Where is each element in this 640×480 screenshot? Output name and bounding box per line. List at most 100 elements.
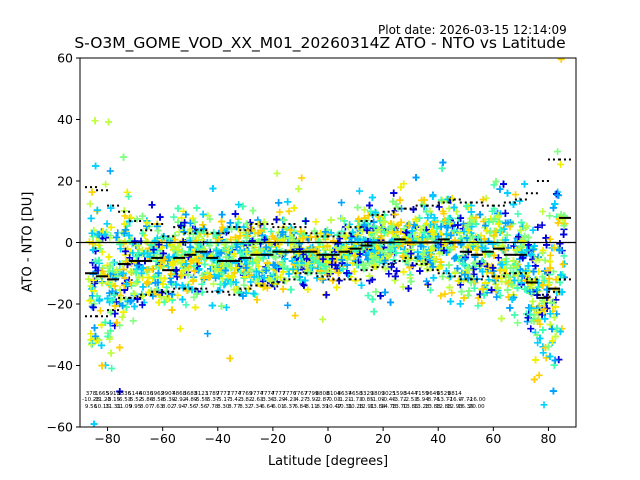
scatter-point bbox=[527, 325, 535, 333]
scatter-point bbox=[454, 277, 462, 285]
scatter-point bbox=[394, 221, 402, 229]
scatter-point bbox=[464, 291, 472, 299]
scatter-point bbox=[381, 218, 389, 226]
scatter-point bbox=[89, 246, 97, 254]
scatter-point bbox=[275, 199, 283, 207]
scatter-point bbox=[143, 279, 151, 287]
scatter-point bbox=[286, 234, 294, 242]
scatter-point bbox=[290, 204, 298, 212]
scatter-point bbox=[554, 148, 562, 156]
scatter-point bbox=[550, 313, 558, 321]
scatter-point bbox=[319, 315, 327, 323]
scatter-point bbox=[293, 269, 301, 277]
scatter-point bbox=[272, 254, 280, 262]
scatter-point bbox=[360, 206, 368, 214]
scatter-point bbox=[553, 324, 561, 332]
scatter-point bbox=[157, 262, 165, 270]
scatter-point bbox=[376, 217, 384, 225]
scatter-point bbox=[488, 207, 496, 215]
scatter-point bbox=[133, 215, 141, 223]
scatter-point bbox=[536, 320, 544, 328]
scatter-point bbox=[400, 180, 408, 188]
scatter-point bbox=[504, 286, 512, 294]
scatter-point bbox=[532, 256, 540, 264]
scatter-point bbox=[168, 306, 176, 314]
scatter-point bbox=[396, 196, 404, 204]
scatter-point bbox=[485, 276, 493, 284]
scatter-point bbox=[559, 260, 567, 268]
scatter-point bbox=[546, 251, 554, 259]
scatter-point bbox=[117, 245, 125, 253]
scatter-point bbox=[172, 281, 180, 289]
scatter-point bbox=[532, 356, 540, 364]
scatter-point bbox=[190, 262, 198, 270]
scatter-point bbox=[88, 229, 96, 237]
scatter-point bbox=[552, 276, 560, 284]
scatter-point bbox=[187, 257, 195, 265]
scatter-point bbox=[191, 303, 199, 311]
scatter-point bbox=[174, 204, 182, 212]
scatter-point bbox=[125, 192, 133, 200]
scatter-point bbox=[448, 194, 456, 202]
scatter-point bbox=[95, 237, 103, 245]
scatter-point bbox=[269, 232, 277, 240]
scatter-point bbox=[549, 268, 557, 276]
scatter-point bbox=[445, 261, 453, 269]
scatter-point bbox=[430, 255, 438, 263]
scatter-point bbox=[243, 220, 251, 228]
scatter-point bbox=[539, 326, 547, 334]
scatter-point bbox=[529, 297, 537, 305]
scatter-point bbox=[557, 58, 565, 63]
scatter-point bbox=[560, 222, 568, 230]
scatter-point bbox=[372, 288, 380, 296]
scatter-point bbox=[355, 215, 363, 223]
scatter-point bbox=[176, 325, 184, 333]
scatter-point bbox=[260, 218, 268, 226]
scatter-point bbox=[489, 240, 497, 248]
scatter-point bbox=[435, 203, 443, 211]
scatter-point bbox=[384, 252, 392, 260]
scatter-point bbox=[273, 216, 281, 224]
scatter-point bbox=[524, 262, 532, 270]
scatter-point bbox=[199, 221, 207, 229]
scatter-point bbox=[511, 311, 519, 319]
scatter-point bbox=[390, 256, 398, 264]
scatter-point bbox=[249, 207, 257, 215]
scatter-point bbox=[133, 253, 141, 261]
scatter-point bbox=[478, 244, 486, 252]
scatter-point bbox=[529, 246, 537, 254]
scatter-point bbox=[327, 216, 335, 224]
scatter-point bbox=[334, 231, 342, 239]
scatter-point bbox=[279, 285, 287, 293]
scatter-point bbox=[109, 288, 117, 296]
scatter-point bbox=[217, 249, 225, 257]
scatter-point bbox=[387, 247, 395, 255]
scatter-point bbox=[95, 256, 103, 264]
scatter-point bbox=[226, 354, 234, 362]
scatter-point bbox=[135, 273, 143, 281]
scatter-point bbox=[546, 310, 554, 318]
scatter-point bbox=[538, 273, 546, 281]
scatter-point bbox=[364, 292, 372, 300]
scatter-point bbox=[123, 188, 131, 196]
scatter-point bbox=[461, 270, 469, 278]
scatter-point bbox=[422, 277, 430, 285]
scatter-point bbox=[535, 371, 543, 379]
scatter-point bbox=[209, 185, 217, 193]
scatter-point bbox=[465, 287, 473, 295]
scatter-point bbox=[295, 185, 303, 193]
scatter-point bbox=[501, 209, 509, 217]
scatter-point bbox=[393, 267, 401, 275]
scatter-point bbox=[165, 235, 173, 243]
scatter-point bbox=[546, 258, 554, 266]
scatter-point bbox=[122, 226, 130, 234]
scatter-point bbox=[250, 273, 258, 281]
scatter-point bbox=[138, 301, 146, 309]
scatter-point bbox=[106, 167, 114, 175]
scatter-point bbox=[517, 226, 525, 234]
scatter-point bbox=[139, 212, 147, 220]
scatter-point bbox=[132, 269, 140, 277]
scatter-point bbox=[481, 222, 489, 230]
scatter-point bbox=[90, 300, 98, 308]
scatter-point bbox=[289, 265, 297, 273]
